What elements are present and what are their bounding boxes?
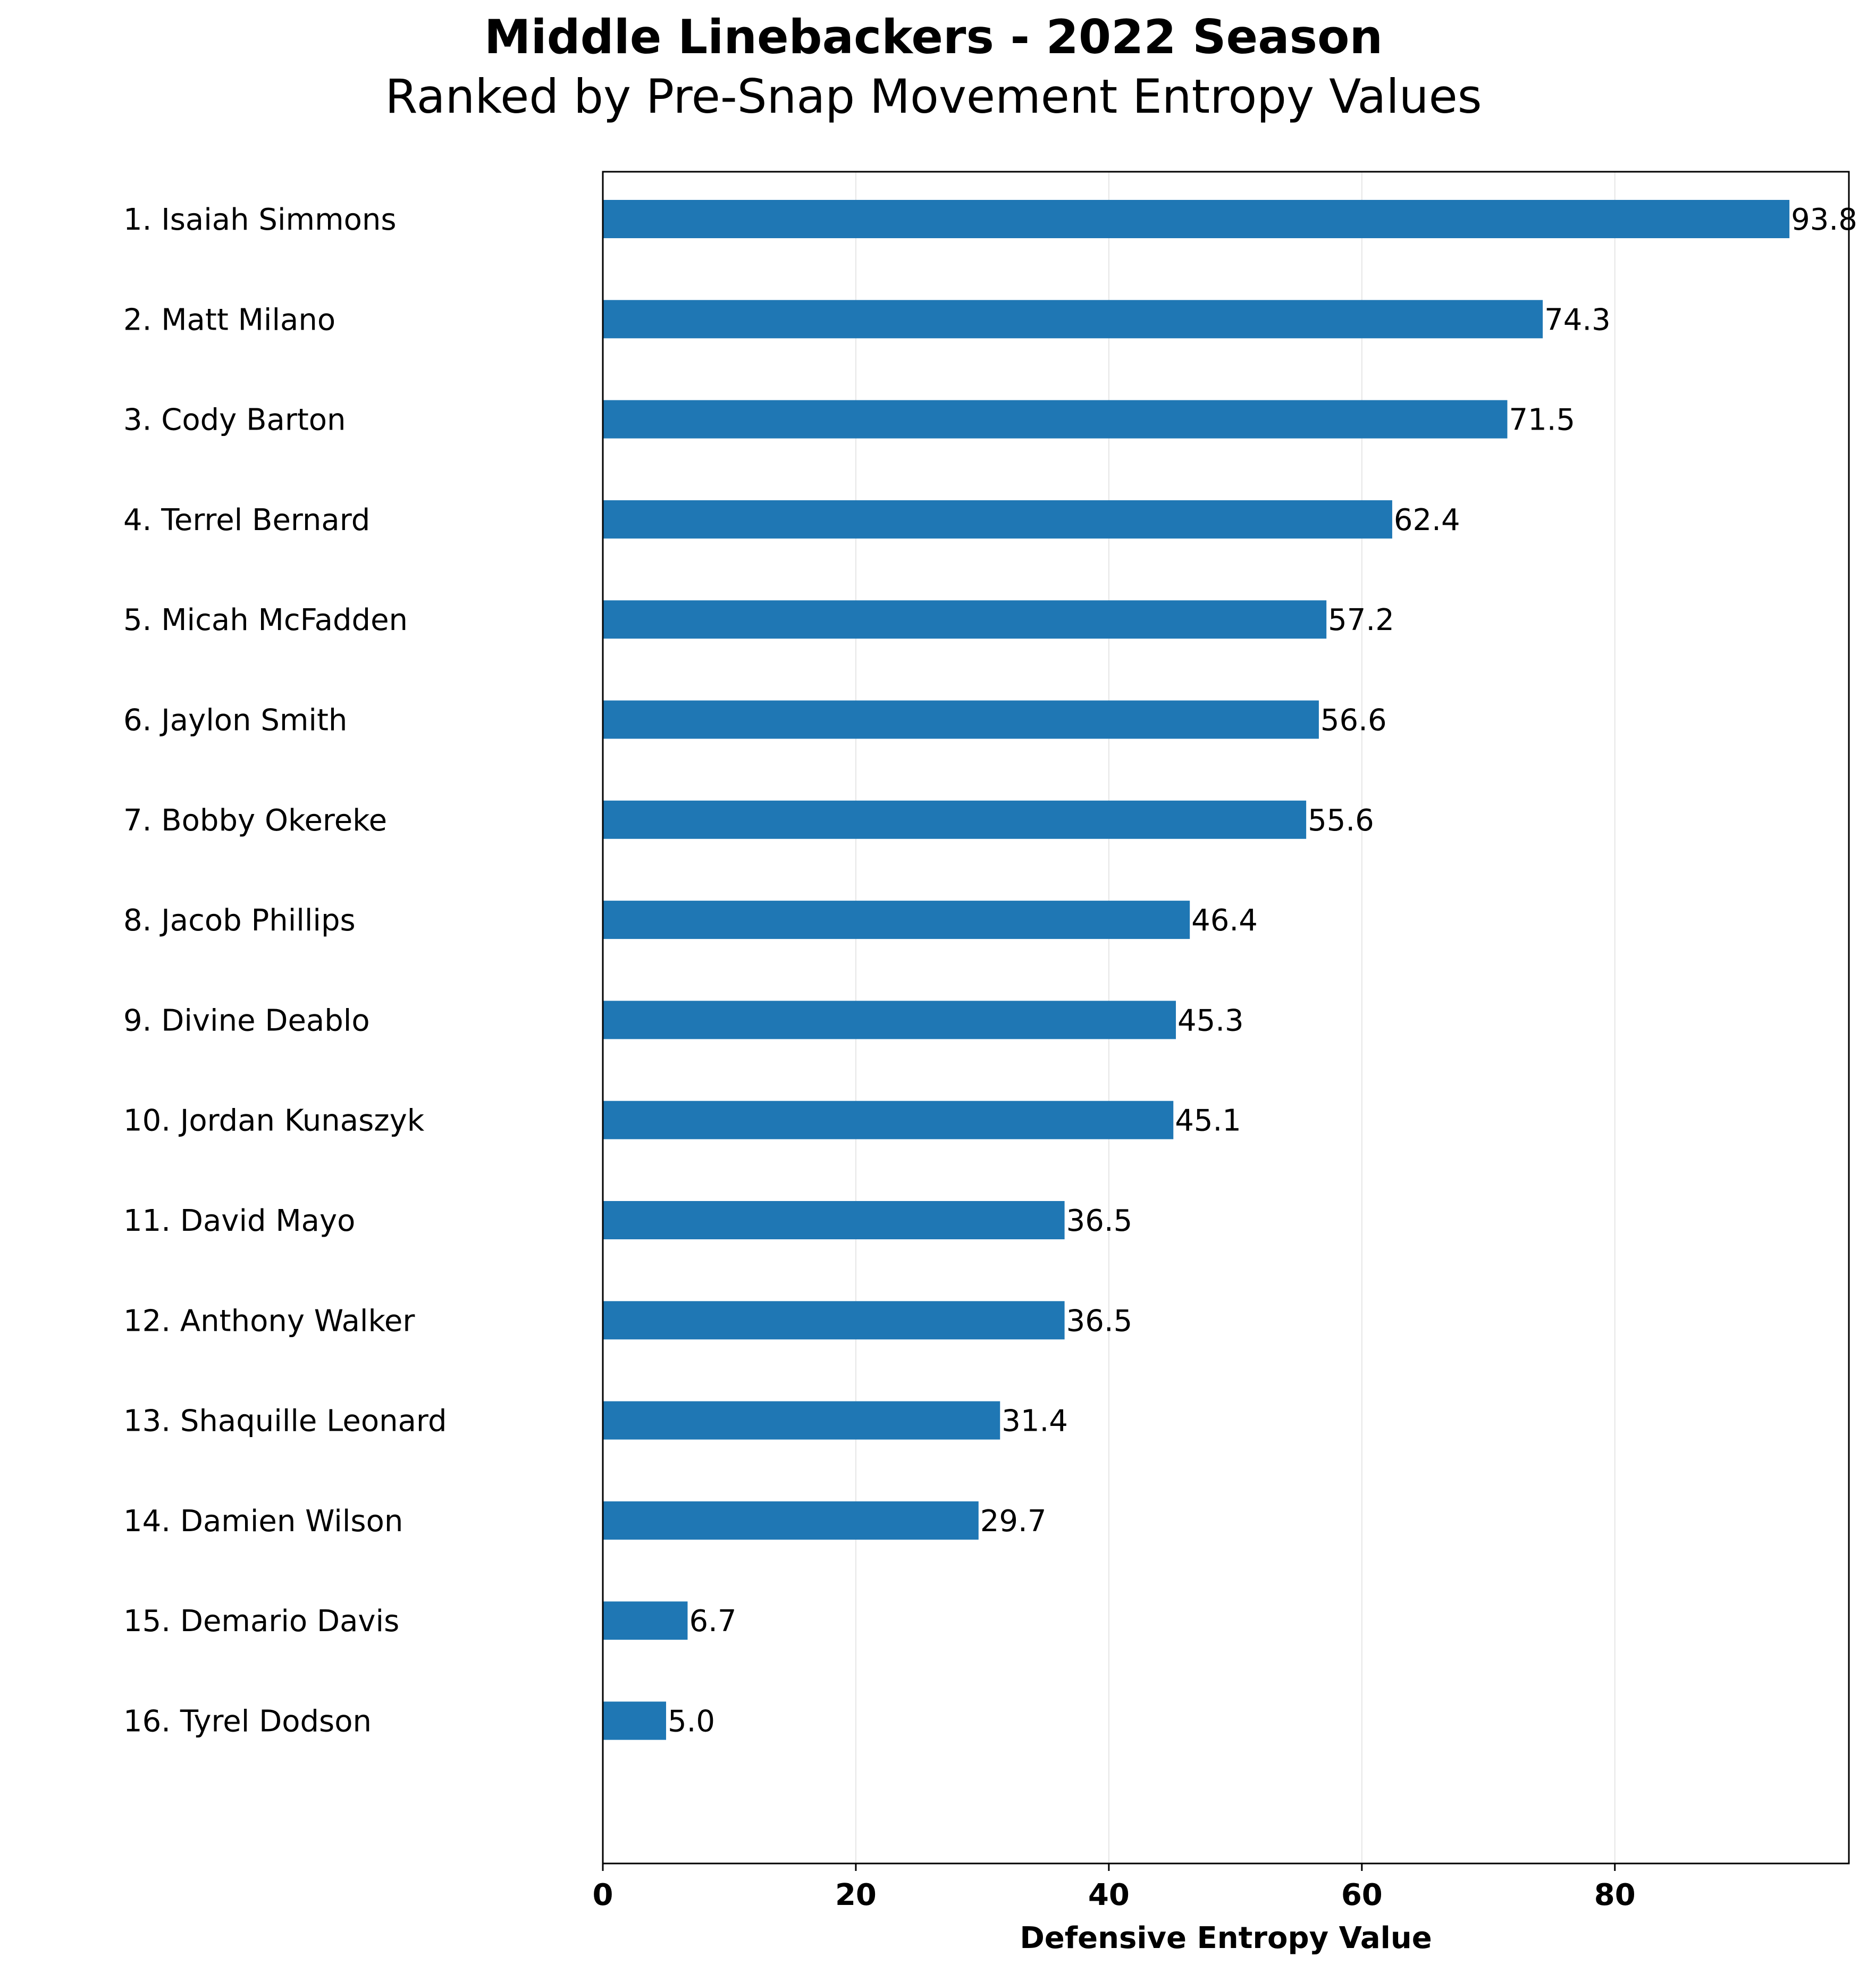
value-label-7: 55.6 — [1308, 803, 1374, 838]
value-label-16: 5.0 — [668, 1705, 715, 1739]
category-label-9: 9. Divine Deablo — [123, 1003, 370, 1038]
category-labels: 1. Isaiah Simmons 2. Matt Milano 3. Cody B… — [123, 203, 447, 1739]
bar-4 — [603, 500, 1392, 539]
x-tick-label-3: 60 — [1341, 1878, 1383, 1912]
category-label-2: 2. Matt Milano — [123, 303, 335, 337]
x-axis-ticks: 0 20 40 60 80 — [593, 1863, 1636, 1912]
bar-2 — [603, 300, 1543, 339]
x-tick-label-0: 0 — [593, 1878, 613, 1912]
bar-9 — [603, 1001, 1176, 1039]
category-label-14: 14. Damien Wilson — [123, 1504, 403, 1539]
bar-5 — [603, 600, 1327, 639]
value-label-1: 93.8 — [1791, 203, 1857, 237]
bar-12 — [603, 1301, 1065, 1340]
value-label-3: 71.5 — [1509, 403, 1575, 438]
bar-16 — [603, 1701, 666, 1740]
category-label-4: 4. Terrel Bernard — [123, 503, 370, 538]
bar-6 — [603, 700, 1319, 739]
plot-frame — [602, 171, 1850, 1865]
bar-11 — [603, 1201, 1065, 1239]
value-labels: 93.8 74.3 71.5 62.4 57.2 56.6 55.6 46.4 45.3 45.1… — [668, 203, 1857, 1739]
bar-8 — [603, 901, 1190, 939]
category-label-11: 11. David Mayo — [123, 1204, 355, 1238]
bar-1 — [603, 200, 1790, 238]
category-label-3: 3. Cody Barton — [123, 403, 346, 438]
value-label-8: 46.4 — [1191, 903, 1258, 938]
value-label-12: 36.5 — [1066, 1304, 1133, 1338]
x-tick-label-4: 80 — [1594, 1878, 1636, 1912]
value-label-15: 6.7 — [689, 1604, 736, 1639]
value-label-10: 45.1 — [1175, 1104, 1241, 1138]
value-label-5: 57.2 — [1328, 603, 1394, 637]
value-label-9: 45.3 — [1177, 1003, 1244, 1038]
category-label-8: 8. Jacob Phillips — [123, 903, 356, 938]
bar-3 — [603, 400, 1508, 439]
category-label-1: 1. Isaiah Simmons — [123, 203, 397, 237]
value-label-6: 56.6 — [1320, 703, 1387, 738]
value-label-14: 29.7 — [980, 1504, 1047, 1539]
category-label-10: 10. Jordan Kunaszyk — [123, 1104, 425, 1138]
category-label-16: 16. Tyrel Dodson — [123, 1705, 372, 1739]
category-label-6: 6. Jaylon Smith — [123, 703, 347, 738]
category-label-15: 15. Demario Davis — [123, 1604, 399, 1639]
bar-15 — [603, 1601, 688, 1640]
value-label-2: 74.3 — [1544, 303, 1611, 337]
bar-10 — [603, 1101, 1174, 1139]
bar-14 — [603, 1501, 979, 1540]
category-label-5: 5. Micah McFadden — [123, 603, 408, 637]
bar-13 — [603, 1401, 1000, 1440]
category-label-12: 12. Anthony Walker — [123, 1304, 415, 1338]
value-label-13: 31.4 — [1002, 1404, 1068, 1439]
x-tick-label-2: 40 — [1088, 1878, 1130, 1912]
bars — [603, 200, 1790, 1740]
x-axis-label: Defensive Entropy Value — [1020, 1921, 1432, 1955]
category-label-13: 13. Shaquille Leonard — [123, 1404, 447, 1439]
x-tick-label-1: 20 — [835, 1878, 877, 1912]
bar-7 — [603, 800, 1307, 839]
value-label-11: 36.5 — [1066, 1204, 1133, 1238]
value-label-4: 62.4 — [1394, 503, 1460, 538]
category-label-7: 7. Bobby Okereke — [123, 803, 387, 838]
chart-title: Middle Linebackers - 2022 Season — [484, 10, 1383, 64]
chart-subtitle: Ranked by Pre-Snap Movement Entropy Valu… — [385, 69, 1482, 124]
